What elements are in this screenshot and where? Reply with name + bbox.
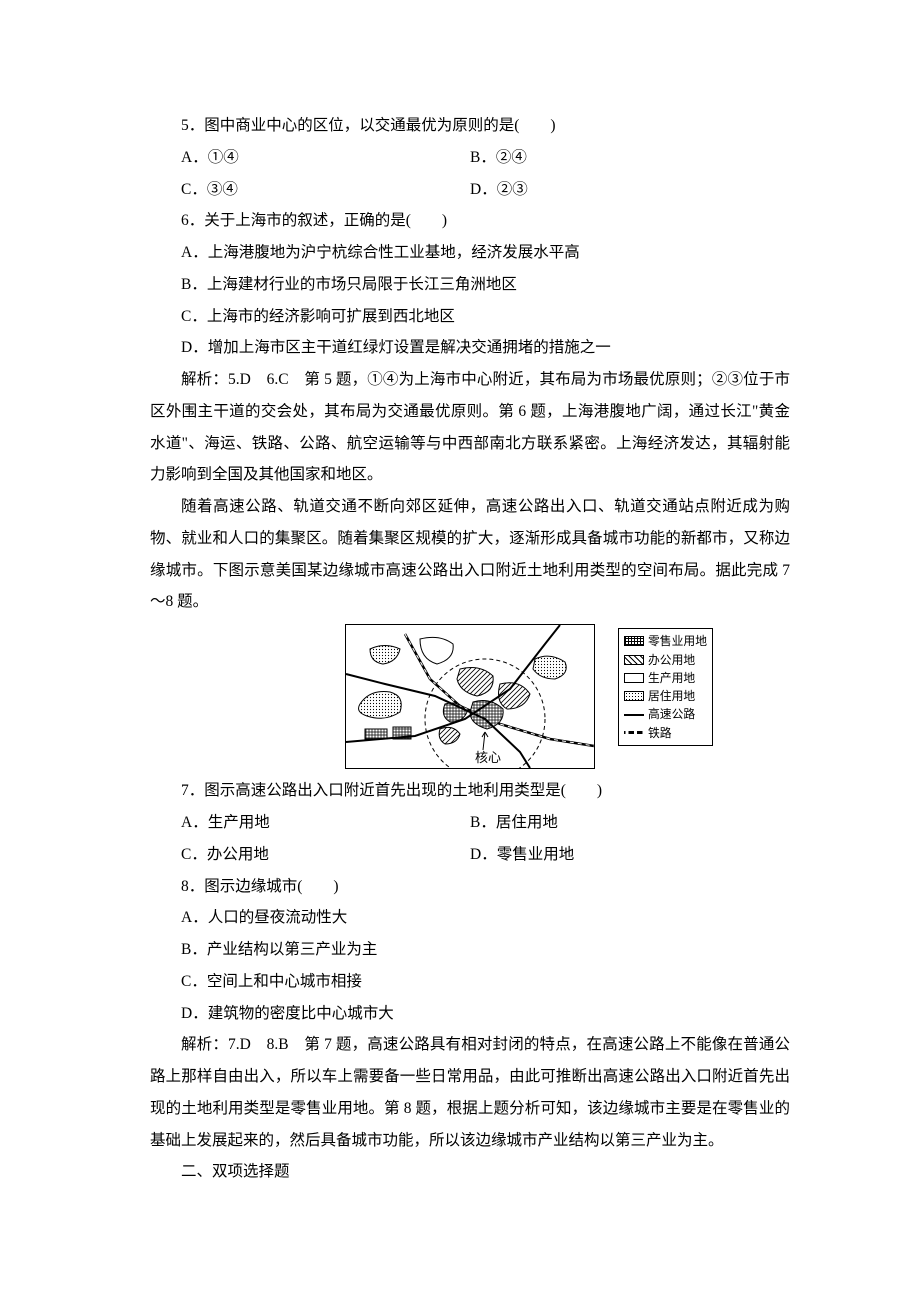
q5-option-d: D．②③ bbox=[470, 174, 790, 206]
q8-option-d: D．建筑物的密度比中心城市大 bbox=[150, 998, 790, 1030]
legend-railway-icon bbox=[624, 731, 644, 734]
q6-option-d: D．增加上海市区主干道红绿灯设置是解决交通拥堵的措施之一 bbox=[150, 332, 790, 364]
legend-highway-label: 高速公路 bbox=[648, 705, 695, 723]
q7-option-a: A．生产用地 bbox=[150, 807, 470, 839]
q8-option-a: A．人口的昼夜流动性大 bbox=[150, 902, 790, 934]
passage-7-8: 随着高速公路、轨道交通不断向郊区延伸，高速公路出入口、轨道交通站点附近成为购物、… bbox=[150, 491, 790, 618]
legend-office-icon bbox=[624, 655, 644, 665]
legend-railway-label: 铁路 bbox=[648, 724, 672, 742]
q6-option-b: B．上海建材行业的市场只局限于长江三角洲地区 bbox=[150, 269, 790, 301]
explanation-7-8: 解析：7.D 8.B 第 7 题，高速公路具有相对封闭的特点，在高速公路上不能像… bbox=[150, 1029, 790, 1156]
figure-container: 核心 零售业用地 办公用地 生产用地 居住用地 高速公 bbox=[150, 624, 790, 769]
legend-retail-icon bbox=[624, 636, 644, 646]
explanation-5-6: 解析：5.D 6.C 第 5 题，①④为上海市中心附近，其布局为市场最优原则；②… bbox=[150, 364, 790, 491]
q7-option-c: C．办公用地 bbox=[150, 839, 470, 871]
q6-option-a: A．上海港腹地为沪宁杭综合性工业基地，经济发展水平高 bbox=[150, 237, 790, 269]
q6-stem: 6．关于上海市的叙述，正确的是( ) bbox=[150, 205, 790, 237]
legend-highway-icon bbox=[624, 714, 644, 716]
q7-stem: 7．图示高速公路出入口附近首先出现的土地利用类型是( ) bbox=[150, 775, 790, 807]
q5-option-a: A．①④ bbox=[150, 142, 470, 174]
legend-office-label: 办公用地 bbox=[648, 651, 695, 669]
q8-stem: 8．图示边缘城市( ) bbox=[150, 871, 790, 903]
q7-option-b: B．居住用地 bbox=[470, 807, 790, 839]
q7-option-d: D．零售业用地 bbox=[470, 839, 790, 871]
q8-option-c: C．空间上和中心城市相接 bbox=[150, 966, 790, 998]
legend-production-label: 生产用地 bbox=[648, 669, 695, 687]
section-2-heading: 二、双项选择题 bbox=[150, 1156, 790, 1188]
edge-city-map: 核心 bbox=[345, 624, 595, 769]
legend-residential-label: 居住用地 bbox=[648, 687, 695, 705]
legend-production-icon bbox=[624, 673, 644, 683]
q5-option-b: B．②④ bbox=[470, 142, 790, 174]
legend-residential-icon bbox=[624, 691, 644, 701]
q8-option-b: B．产业结构以第三产业为主 bbox=[150, 934, 790, 966]
q6-option-c: C．上海市的经济影响可扩展到西北地区 bbox=[150, 301, 790, 333]
q5-option-c: C．③④ bbox=[150, 174, 470, 206]
legend-retail-label: 零售业用地 bbox=[648, 632, 707, 650]
core-label: 核心 bbox=[475, 750, 501, 765]
q5-stem: 5．图中商业中心的区位，以交通最优为原则的是( ) bbox=[150, 110, 790, 142]
figure-legend: 零售业用地 办公用地 生产用地 居住用地 高速公路 铁路 bbox=[618, 628, 713, 746]
